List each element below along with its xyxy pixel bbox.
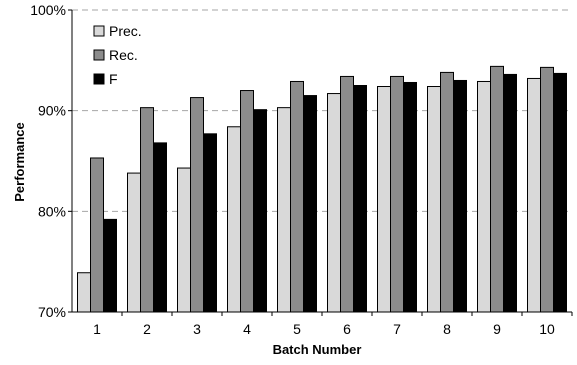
bar-f-1 [103,218,117,313]
bar-prec-7 [377,86,391,313]
legend-swatch [93,25,105,37]
bar-rec-7 [390,75,404,313]
y-tick-label: 80% [38,203,66,219]
bar-f-7 [403,81,417,313]
legend-label: F [109,71,118,87]
legend-label: Prec. [109,23,142,39]
y-tick-labels: 70% 80% 90% 100% [30,2,72,320]
x-tick-label: 6 [343,321,351,337]
y-tick-label: 100% [30,2,66,18]
bar-prec-6 [327,93,341,313]
bar-prec-1 [77,272,91,313]
legend-swatch [93,73,105,85]
legend-label: Rec. [109,47,138,63]
bar-rec-10 [540,66,554,313]
x-tick-label: 9 [493,321,501,337]
bar-rec-2 [140,107,154,313]
bar-rec-4 [240,90,254,313]
y-axis-title: Performance [12,122,27,201]
bar-f-8 [453,79,467,313]
x-tick-label: 2 [143,321,151,337]
bar-f-10 [553,72,567,313]
x-axis-title: Batch Number [273,342,362,357]
bar-rec-9 [490,65,504,313]
x-tick-label: 5 [293,321,301,337]
bar-f-9 [503,73,517,313]
bars [77,65,567,313]
legend-swatch [93,49,105,61]
bar-f-5 [303,95,317,313]
bar-rec-1 [90,157,104,313]
x-tick-label: 10 [539,321,555,337]
bar-prec-4 [227,126,241,313]
bar-rec-6 [340,75,354,313]
bar-prec-9 [477,80,491,313]
bar-f-2 [153,142,167,313]
bar-rec-3 [190,97,204,313]
y-tick-label: 90% [38,103,66,119]
x-tick-label: 1 [93,321,101,337]
bar-f-4 [253,109,267,313]
bar-f-3 [203,133,217,313]
bar-prec-5 [277,107,291,313]
x-tick-label: 4 [243,321,251,337]
bar-rec-8 [440,71,454,313]
bar-prec-3 [177,167,191,313]
bar-prec-10 [527,77,541,313]
x-tick-label: 7 [393,321,401,337]
bar-f-6 [353,85,367,313]
x-tick-label: 8 [443,321,451,337]
bar-rec-5 [290,80,304,313]
legend: Prec. Rec. F [93,23,142,87]
x-tick-label: 3 [193,321,201,337]
bar-prec-8 [427,86,441,313]
y-tick-label: 70% [38,304,66,320]
x-tick-labels: 1 2 3 4 5 6 7 8 9 10 [93,312,573,337]
bar-prec-2 [127,172,141,313]
